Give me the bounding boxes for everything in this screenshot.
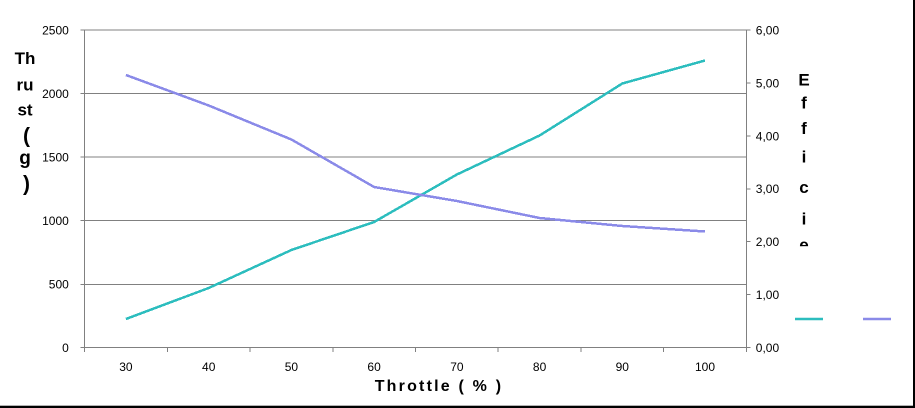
svg-text:60: 60 <box>367 360 381 374</box>
svg-text:f: f <box>801 94 807 113</box>
svg-text:2500: 2500 <box>42 24 69 38</box>
svg-text:40: 40 <box>202 360 216 374</box>
svg-text:): ) <box>23 173 30 196</box>
svg-text:f: f <box>801 119 807 138</box>
svg-text:0: 0 <box>62 341 69 355</box>
svg-text:e: e <box>799 236 808 255</box>
svg-text:6,00: 6,00 <box>756 24 780 38</box>
svg-text:30: 30 <box>119 360 133 374</box>
svg-text:i: i <box>802 210 807 229</box>
svg-text:i: i <box>802 148 807 167</box>
svg-text:1,00: 1,00 <box>756 288 780 302</box>
svg-text:ru: ru <box>17 75 34 94</box>
svg-text:50: 50 <box>285 360 299 374</box>
svg-text:80: 80 <box>533 360 547 374</box>
svg-text:st: st <box>17 100 32 119</box>
svg-text:(: ( <box>23 125 30 148</box>
svg-text:g: g <box>19 148 31 169</box>
svg-text:100: 100 <box>695 360 715 374</box>
svg-text:70: 70 <box>450 360 464 374</box>
svg-text:1000: 1000 <box>42 214 69 228</box>
svg-text:500: 500 <box>49 277 69 291</box>
svg-text:4,00: 4,00 <box>756 129 780 143</box>
svg-text:E: E <box>798 71 809 90</box>
svg-text:2,00: 2,00 <box>756 235 780 249</box>
svg-text:c: c <box>799 178 808 197</box>
svg-text:1500: 1500 <box>42 150 69 164</box>
svg-text:90: 90 <box>616 360 630 374</box>
svg-text:3,00: 3,00 <box>756 182 780 196</box>
svg-text:5,00: 5,00 <box>756 76 780 90</box>
svg-text:Th: Th <box>15 49 36 68</box>
svg-text:2000: 2000 <box>42 87 69 101</box>
svg-text:Throttle ( % ): Throttle ( % ) <box>375 378 504 395</box>
svg-text:0,00: 0,00 <box>756 341 780 355</box>
